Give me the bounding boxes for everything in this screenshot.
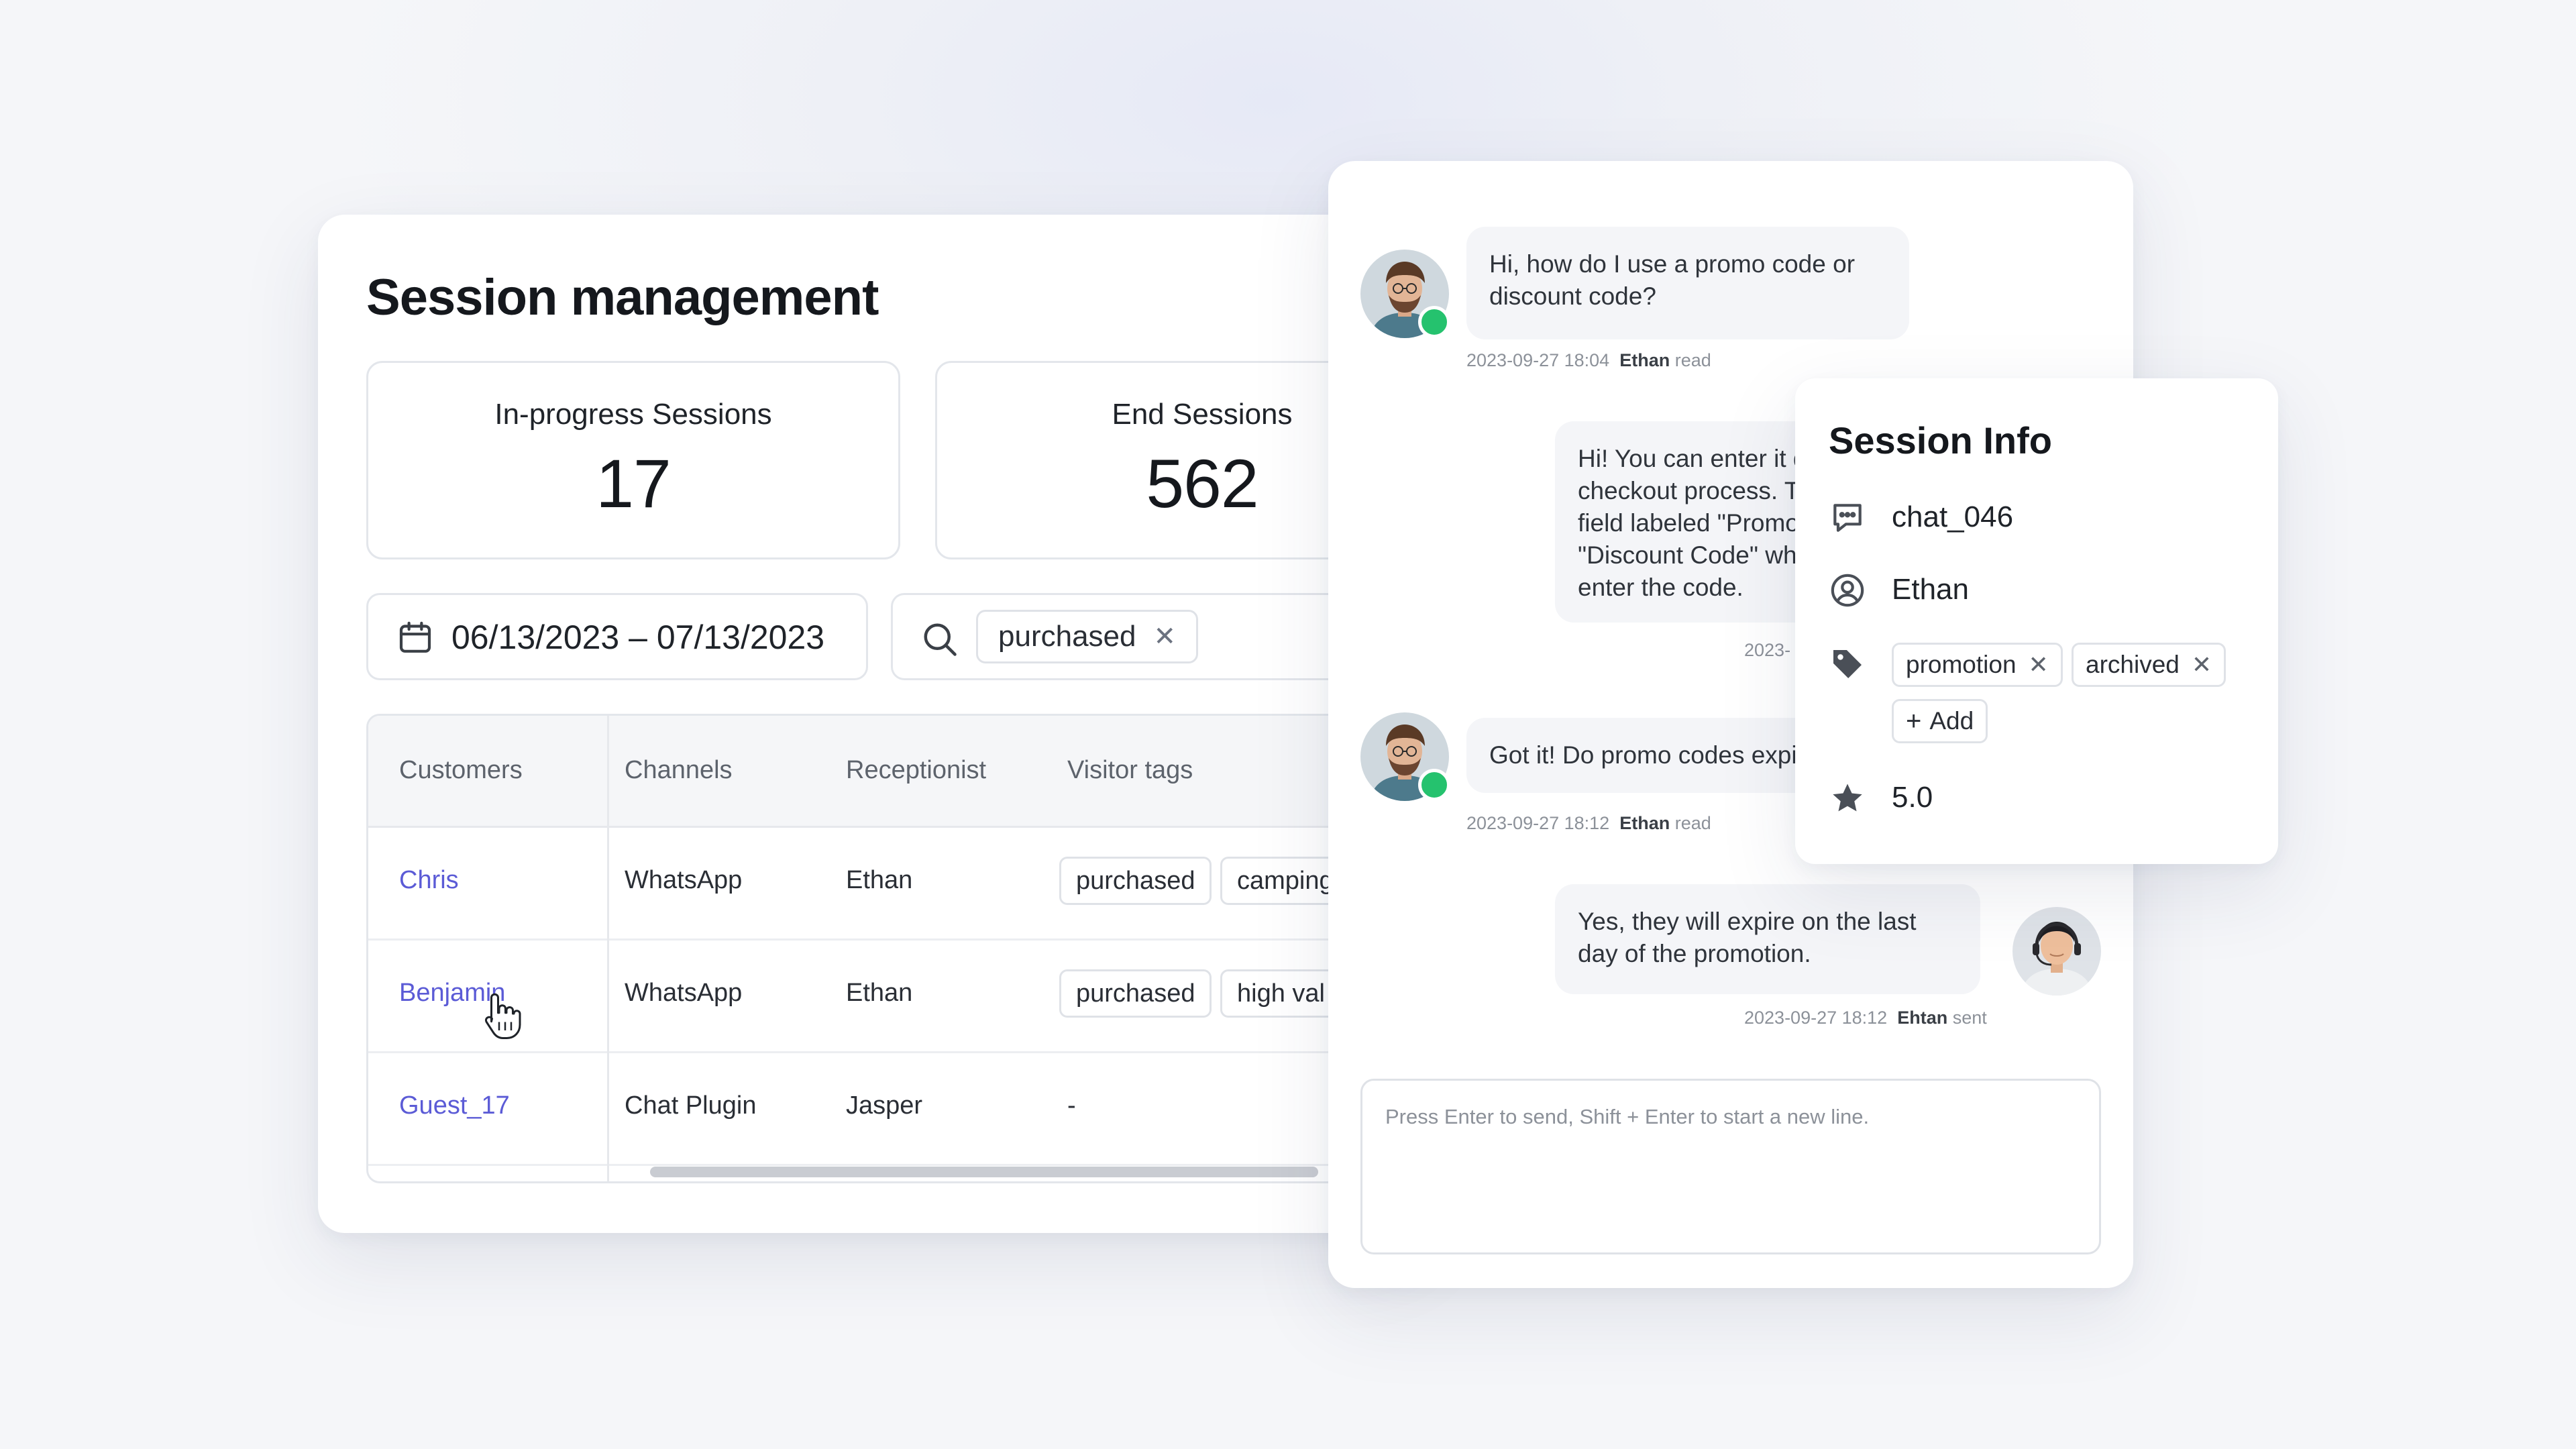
stat-label: End Sessions bbox=[1112, 398, 1293, 431]
agent-avatar-icon bbox=[2012, 907, 2101, 996]
search-icon bbox=[924, 623, 957, 656]
session-info-title: Session Info bbox=[1829, 419, 2052, 462]
column-header-customers[interactable]: Customers bbox=[399, 756, 523, 784]
message-status: read bbox=[1674, 813, 1711, 833]
date-range-value: 06/13/2023 – 07/13/2023 bbox=[451, 619, 825, 656]
channel-cell: WhatsApp bbox=[625, 979, 743, 1007]
message-time: 2023-09-27 18:04 bbox=[1466, 350, 1610, 370]
end-sessions-stat[interactable]: End Sessions 562 bbox=[935, 361, 1422, 559]
message-composer-input[interactable]: Press Enter to send, Shift + Enter to st… bbox=[1360, 1079, 2101, 1254]
session-chat-id: chat_046 bbox=[1892, 500, 2014, 533]
star-icon bbox=[1833, 784, 1862, 812]
column-header-visitor-tags[interactable]: Visitor tags bbox=[1067, 756, 1193, 784]
table-header: Customers Channels Receptionist Visitor … bbox=[368, 716, 1422, 828]
session-info-card: Session Info chat_046 Ethan promotion ✕ … bbox=[1795, 378, 2278, 864]
table-row[interactable]: Benjamin WhatsApp Ethan purchased high v… bbox=[368, 938, 1422, 1053]
visitor-tag: purchased bbox=[1059, 857, 1212, 905]
customer-link[interactable]: Guest_17 bbox=[399, 1091, 510, 1120]
visitor-tag: purchased bbox=[1059, 969, 1212, 1018]
column-header-channels[interactable]: Channels bbox=[625, 756, 733, 784]
user-icon bbox=[1831, 574, 1864, 607]
tag-icon bbox=[1833, 650, 1862, 678]
search-tag-chip: purchased ✕ bbox=[976, 610, 1198, 663]
whatsapp-icon bbox=[1418, 769, 1450, 801]
whatsapp-icon bbox=[1418, 306, 1450, 338]
message-sender: Ehtan bbox=[1897, 1008, 1948, 1028]
table-row[interactable]: Chris WhatsApp Ethan purchased camping bbox=[368, 826, 1422, 941]
channel-cell: WhatsApp bbox=[625, 866, 743, 894]
close-icon[interactable]: ✕ bbox=[1153, 622, 1176, 651]
customer-link[interactable]: Benjamin bbox=[399, 979, 506, 1007]
customer-avatar-icon bbox=[1360, 712, 1449, 801]
column-header-receptionist[interactable]: Receptionist bbox=[846, 756, 987, 784]
message-status: sent bbox=[1952, 1008, 1987, 1028]
close-icon[interactable]: ✕ bbox=[2028, 651, 2049, 678]
add-tag-label: Add bbox=[1929, 707, 1974, 735]
message-time: 2023-09-27 18:12 bbox=[1744, 1008, 1888, 1028]
receptionist-cell: Jasper bbox=[846, 1091, 923, 1120]
visitor-tags-empty: - bbox=[1067, 1091, 1076, 1120]
receptionist-cell: Ethan bbox=[846, 979, 913, 1007]
date-range-picker[interactable]: 06/13/2023 – 07/13/2023 bbox=[366, 593, 868, 680]
calendar-icon bbox=[399, 621, 431, 653]
close-icon[interactable]: ✕ bbox=[2191, 651, 2212, 678]
stat-label: In-progress Sessions bbox=[494, 398, 772, 431]
in-progress-sessions-stat[interactable]: In-progress Sessions 17 bbox=[366, 361, 900, 559]
message-meta: 2023-09-27 18:12 Ethan read bbox=[1466, 813, 1711, 834]
composer-placeholder: Press Enter to send, Shift + Enter to st… bbox=[1385, 1105, 1870, 1128]
plus-icon: + bbox=[1906, 706, 1922, 736]
channel-cell: Chat Plugin bbox=[625, 1091, 757, 1120]
sessions-table: Customers Channels Receptionist Visitor … bbox=[366, 714, 1422, 1183]
message-bubble: Yes, they will expire on the last day of… bbox=[1555, 884, 1980, 994]
session-tag-chip: archived ✕ bbox=[2072, 643, 2226, 687]
message-time: 2023-09-27 18:12 bbox=[1466, 813, 1610, 833]
session-tag-label: promotion bbox=[1906, 651, 2017, 678]
message-bubble: Hi, how do I use a promo code or discoun… bbox=[1466, 227, 1909, 339]
visitor-tag: high val bbox=[1220, 969, 1342, 1018]
receptionist-cell: Ethan bbox=[846, 866, 913, 894]
chat-bubble-icon bbox=[1833, 504, 1862, 532]
hand-cursor-icon bbox=[484, 993, 521, 1039]
customer-link[interactable]: Chris bbox=[399, 866, 459, 894]
message-meta: 2023-09-27 18:04 Ethan read bbox=[1466, 350, 1711, 371]
session-rating: 5.0 bbox=[1892, 781, 1933, 814]
session-management-card: Session management In-progress Sessions … bbox=[318, 215, 1422, 1233]
tag-search-input[interactable]: purchased ✕ bbox=[891, 593, 1422, 680]
session-tag-label: archived bbox=[2086, 651, 2180, 678]
message-reader: Ethan bbox=[1619, 813, 1670, 833]
stat-value: 562 bbox=[1146, 445, 1258, 522]
table-row[interactable]: Guest_17 Chat Plugin Jasper - bbox=[368, 1051, 1422, 1166]
agent-avatar bbox=[2012, 907, 2101, 996]
session-tag-chip: promotion ✕ bbox=[1892, 643, 2063, 687]
column-divider bbox=[607, 716, 609, 1181]
add-tag-button[interactable]: + Add bbox=[1892, 699, 1988, 743]
session-user: Ethan bbox=[1892, 573, 1969, 606]
search-tag-label: purchased bbox=[998, 620, 1136, 653]
message-meta: 2023-09-27 18:12 Ehtan sent bbox=[1744, 1008, 1987, 1028]
customer-avatar bbox=[1360, 712, 1449, 801]
stat-value: 17 bbox=[596, 445, 671, 522]
message-meta: 2023- bbox=[1744, 640, 1791, 660]
page-title: Session management bbox=[366, 269, 879, 326]
message-reader: Ethan bbox=[1619, 350, 1670, 370]
horizontal-scrollbar[interactable] bbox=[650, 1167, 1318, 1177]
message-status: read bbox=[1674, 350, 1711, 370]
